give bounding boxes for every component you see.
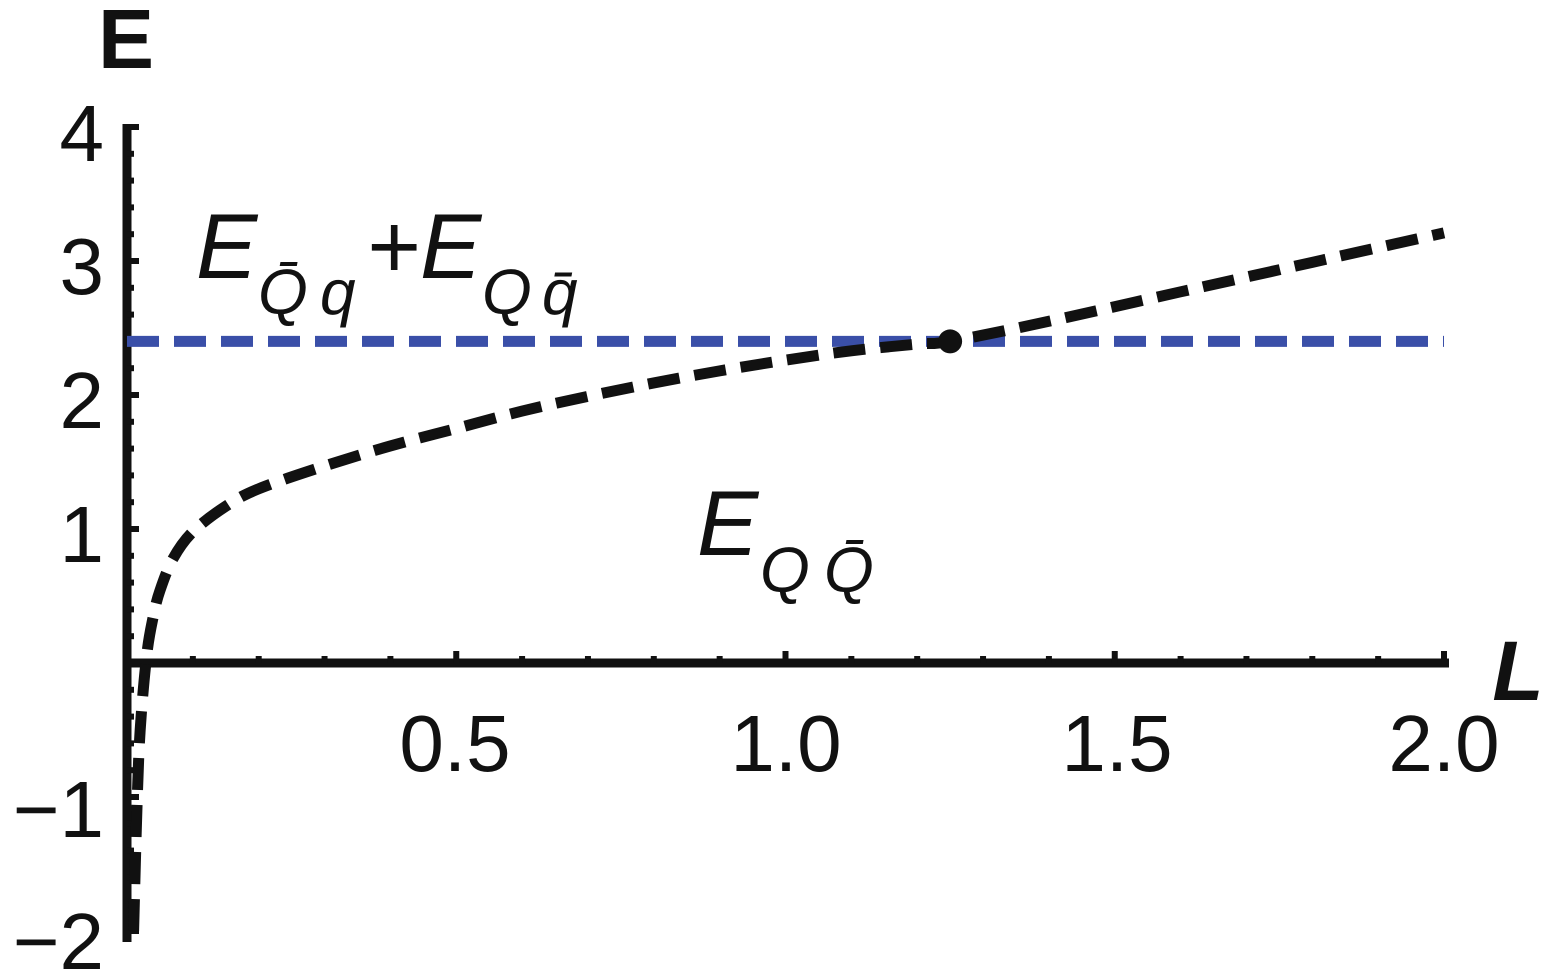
curve-label: E Q Q̄ xyxy=(697,473,874,606)
x-axis-title: L xyxy=(1492,624,1543,718)
threshold-label-e1: E xyxy=(196,196,259,298)
threshold-label-e2: E xyxy=(420,196,483,298)
y-minor-ticks xyxy=(127,150,134,908)
x-tick-label-0-5: 0.5 xyxy=(399,699,510,788)
y-tick-label-4: 4 xyxy=(60,89,105,178)
y-tick-label-neg1: −1 xyxy=(13,765,104,854)
series-layer xyxy=(127,227,1446,932)
threshold-label-sub1a: Q̄ xyxy=(258,256,308,328)
threshold-label: E Q̄ q + E Q q̄ xyxy=(196,196,578,328)
x-axis xyxy=(123,651,1449,668)
x-tick-label-2-0: 2.0 xyxy=(1388,699,1499,788)
y-tick-label-2: 2 xyxy=(60,356,105,445)
threshold-label-sub2b: q̄ xyxy=(542,256,578,328)
curve-label-sub-a: Q xyxy=(760,534,810,606)
x-tick-label-1-5: 1.5 xyxy=(1061,699,1172,788)
intersection-point xyxy=(938,329,963,354)
threshold-label-sub1b: q xyxy=(320,256,356,328)
curve-label-e: E xyxy=(697,473,760,575)
tick-labels: 4 3 2 1 −1 −2 0.5 1.0 1.5 2.0 xyxy=(13,89,1500,973)
y-axis-title: E xyxy=(98,0,154,86)
y-tick-label-1: 1 xyxy=(60,490,105,579)
y-tick-label-3: 3 xyxy=(60,222,105,311)
series-energy-curve xyxy=(128,227,1446,932)
threshold-label-sub2a: Q xyxy=(482,256,532,328)
x-minor-ticks xyxy=(189,656,1382,663)
x-tick-label-1-0: 1.0 xyxy=(730,699,841,788)
y-axis xyxy=(122,124,139,942)
y-tick-label-neg2: −2 xyxy=(13,897,104,973)
threshold-label-plus: + xyxy=(366,196,420,298)
curve-label-sub-b: Q̄ xyxy=(824,534,874,606)
x-major-ticks xyxy=(453,651,1447,663)
y-major-ticks xyxy=(127,124,139,934)
